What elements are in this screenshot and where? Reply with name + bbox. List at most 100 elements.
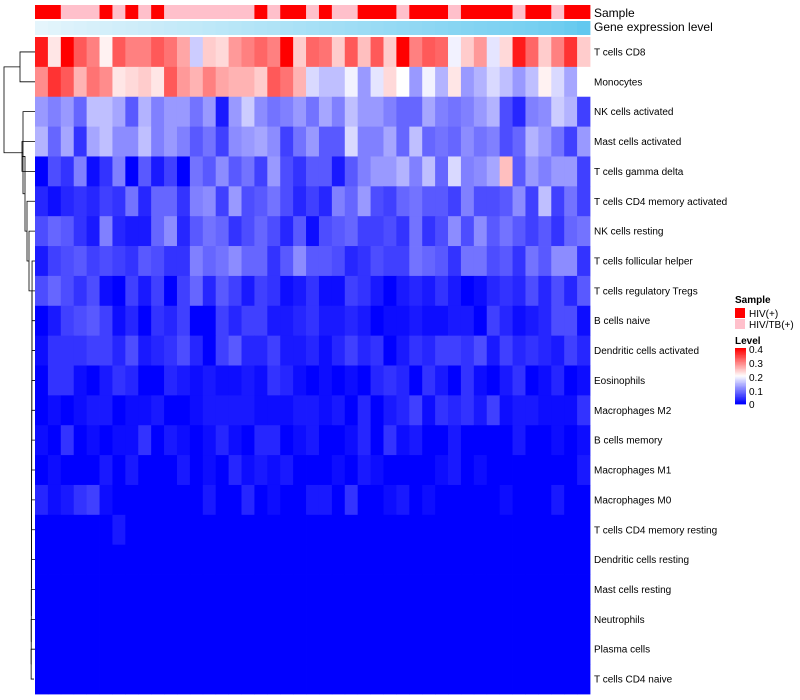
heatmap-cell (306, 186, 320, 217)
heatmap-cell (318, 544, 333, 575)
heatmap-cell (254, 305, 268, 337)
heatmap-cell (538, 604, 552, 635)
heatmap-cell (254, 156, 268, 187)
heatmap-cell (486, 604, 501, 635)
heatmap-cell (202, 664, 217, 695)
heatmap-cell (499, 126, 513, 157)
heatmap-cell (306, 514, 320, 546)
heatmap-cell (564, 156, 578, 187)
heatmap-cell (525, 37, 539, 68)
heatmap-cell (499, 156, 513, 187)
heatmap-cell (396, 365, 410, 396)
colorbar-segment (735, 362, 746, 364)
heatmap-cell (370, 604, 384, 635)
sample-cell (254, 5, 268, 19)
heatmap-cell (73, 484, 88, 516)
heatmap-cell (99, 186, 113, 217)
heatmap-cell (99, 365, 113, 396)
heatmap-cell (99, 216, 113, 247)
heatmap-cell (280, 126, 294, 157)
heatmap-cell (73, 96, 88, 127)
heatmap-cell (112, 425, 126, 456)
heatmap-cell (422, 425, 436, 456)
heatmap-cell (344, 634, 359, 665)
heatmap-cell (525, 664, 539, 695)
heatmap-cell (525, 126, 539, 157)
colorbar-segment (735, 394, 746, 396)
heatmap-cell (357, 186, 371, 217)
heatmap-cell (280, 544, 294, 575)
heatmap-cell (280, 96, 294, 127)
heatmap-cell (331, 335, 346, 366)
heatmap-cell (60, 275, 75, 307)
heatmap-cell (422, 574, 436, 605)
heatmap-cell (460, 514, 475, 546)
heatmap-cell (241, 455, 255, 486)
heatmap-cell (267, 574, 281, 605)
sample-cell (176, 5, 191, 19)
row-labels: T cells CD8 Monocytes NK cells activated Ma… (594, 47, 727, 685)
heatmap-cell (99, 574, 113, 605)
heatmap-cell (60, 216, 75, 247)
heatmap-cell (383, 455, 397, 486)
heatmap-cell (499, 275, 513, 307)
heatmap-cell (460, 156, 475, 187)
expression-cell (357, 21, 371, 35)
heatmap-cell (189, 574, 204, 605)
heatmap-cell (460, 604, 475, 635)
heatmap-cell (151, 216, 165, 247)
heatmap-cell (486, 66, 501, 98)
heatmap-cell (151, 335, 165, 366)
heatmap-cell (525, 484, 539, 516)
heatmap-cell (189, 96, 204, 127)
heatmap-cell (228, 484, 242, 516)
heatmap-cell (306, 275, 320, 307)
heatmap-cell (448, 156, 462, 187)
row-label: Neutrophils (594, 615, 645, 626)
heatmap-cell (164, 544, 178, 575)
colorbar-segment (735, 398, 746, 401)
heatmap-cell (409, 186, 423, 217)
heatmap-cell (551, 365, 565, 396)
heatmap-cell (73, 395, 88, 426)
heatmap-cell (473, 574, 488, 605)
heatmap-cell (538, 216, 552, 247)
row-label: Dendritic cells resting (594, 555, 689, 566)
row-label: Dendritic cells activated (594, 346, 699, 357)
heatmap-cell (73, 37, 88, 68)
heatmap-cell (164, 66, 178, 98)
heatmap-cell (267, 126, 281, 157)
heatmap-cell (473, 66, 488, 98)
heatmap-cell (525, 216, 539, 247)
heatmap-cell (293, 365, 307, 396)
heatmap-cell (164, 156, 178, 187)
expression-cell (409, 21, 423, 35)
heatmap-cell (228, 216, 242, 247)
heatmap-cell (280, 156, 294, 187)
heatmap-cell (551, 156, 565, 187)
heatmap-cell (138, 275, 152, 307)
heatmap-cell (448, 484, 462, 516)
heatmap-cell (318, 514, 333, 546)
heatmap-cell (370, 216, 384, 247)
expression-cell (125, 21, 139, 35)
heatmap-cell (357, 365, 371, 396)
heatmap-cell (254, 275, 268, 307)
heatmap-cell (125, 96, 139, 127)
heatmap-cell (564, 305, 578, 337)
expression-cell (551, 21, 565, 35)
heatmap-cell (318, 156, 333, 187)
heatmap-cell (293, 634, 307, 665)
heatmap-cell (228, 96, 242, 127)
dendrogram-branch (30, 589, 35, 643)
heatmap-cell (551, 395, 565, 426)
heatmap-cell (370, 335, 384, 366)
heatmap-cell (151, 484, 165, 516)
colorbar-segment (735, 385, 746, 388)
heatmap-cell (409, 126, 423, 157)
heatmap-cell (473, 365, 488, 396)
heatmap-cell (73, 365, 88, 396)
heatmap-cell (409, 66, 423, 98)
heatmap-cell (86, 186, 100, 217)
heatmap-cell (267, 395, 281, 426)
